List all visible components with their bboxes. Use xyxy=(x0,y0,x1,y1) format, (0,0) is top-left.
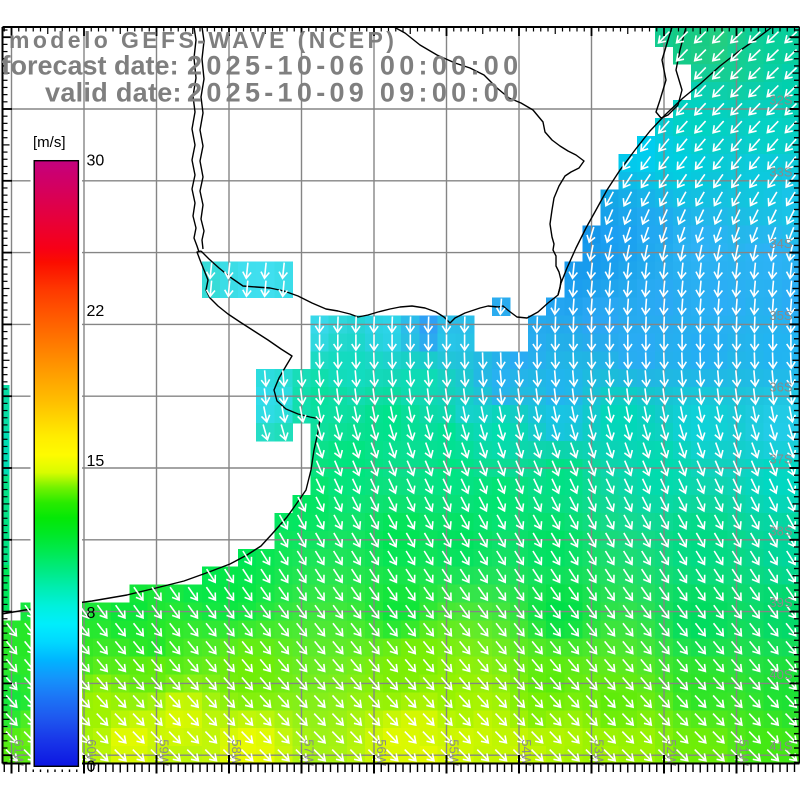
svg-text:0: 0 xyxy=(87,759,96,776)
svg-text:36S: 36S xyxy=(769,380,792,395)
svg-text:[m/s]: [m/s] xyxy=(33,134,66,151)
svg-text:32S: 32S xyxy=(769,93,792,108)
svg-text:forecast date:: forecast date: xyxy=(2,51,179,81)
svg-text:55W: 55W xyxy=(447,739,462,766)
svg-text:51W: 51W xyxy=(737,739,752,766)
svg-text:33S: 33S xyxy=(769,164,792,179)
svg-text:38S: 38S xyxy=(769,523,792,538)
svg-text:modelo GEFS-WAVE (NCEP): modelo GEFS-WAVE (NCEP) xyxy=(9,27,397,53)
svg-text:54W: 54W xyxy=(519,739,534,766)
svg-text:57W: 57W xyxy=(302,739,317,766)
svg-text:22: 22 xyxy=(87,303,105,320)
svg-text:59W: 59W xyxy=(157,739,172,766)
svg-text:61W: 61W xyxy=(12,739,27,766)
svg-text:8: 8 xyxy=(87,605,96,622)
svg-text:56W: 56W xyxy=(374,739,389,766)
svg-text:37S: 37S xyxy=(769,452,792,467)
svg-text:52W: 52W xyxy=(664,739,679,766)
svg-text:15: 15 xyxy=(87,453,105,470)
svg-text:41S: 41S xyxy=(769,739,792,754)
svg-text:53W: 53W xyxy=(592,739,607,766)
svg-text:30: 30 xyxy=(87,153,105,170)
svg-text:58W: 58W xyxy=(229,739,244,766)
svg-text:39S: 39S xyxy=(769,595,792,610)
svg-text:34S: 34S xyxy=(769,236,792,251)
svg-text:valid date:: valid date: xyxy=(45,78,182,108)
svg-text:35S: 35S xyxy=(769,308,792,323)
svg-text:60W: 60W xyxy=(84,739,99,766)
svg-text:40S: 40S xyxy=(769,667,792,682)
svg-text:2025-10-09 09:00:00: 2025-10-09 09:00:00 xyxy=(187,78,522,108)
svg-text:2025-10-06 00:00:00: 2025-10-06 00:00:00 xyxy=(187,51,522,81)
